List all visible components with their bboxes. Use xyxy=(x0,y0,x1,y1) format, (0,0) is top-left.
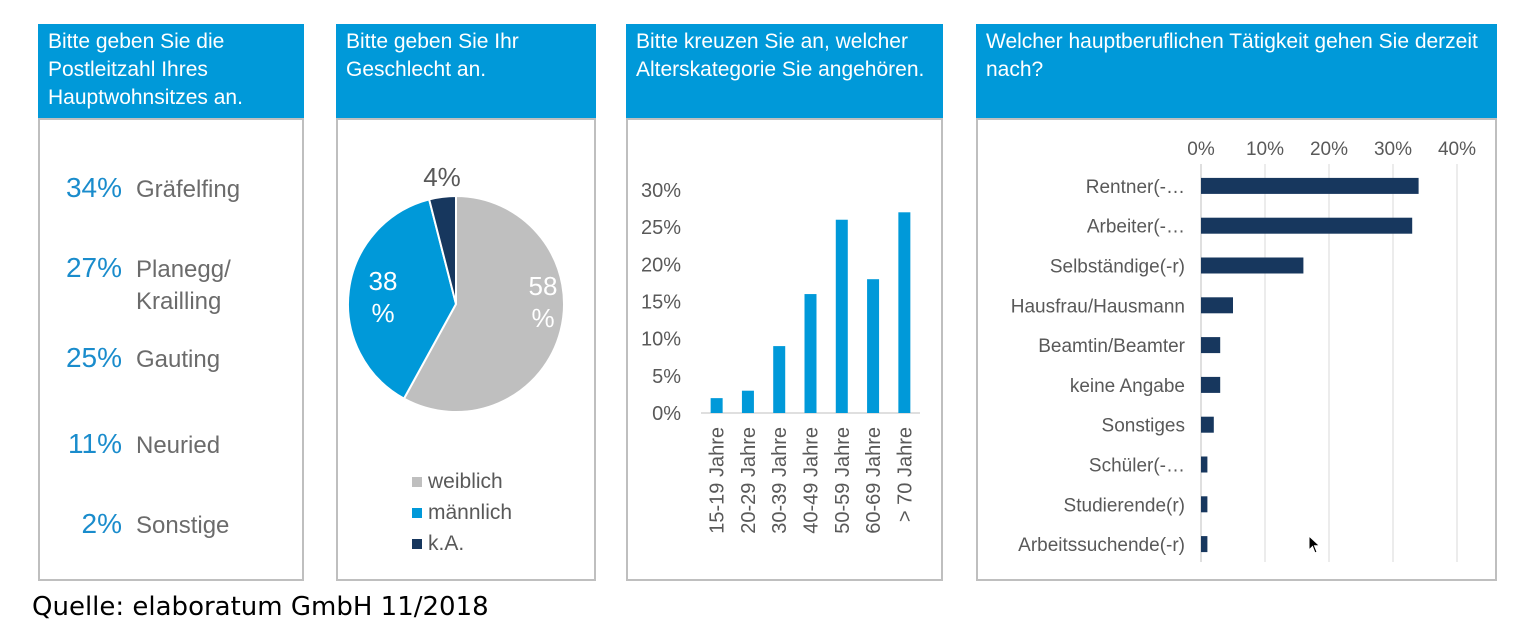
zip-item-percent: 2% xyxy=(81,508,122,539)
zip-item-percent: 11% xyxy=(68,428,122,459)
y-category-label: Hausfrau/Hausmann xyxy=(1011,296,1185,317)
x-tick-label: 30-39 Jahre xyxy=(769,427,791,534)
zip-item-name: Gräfelfing xyxy=(136,176,241,203)
y-category-label: keine Angabe xyxy=(1070,376,1185,397)
job-panel-title: Welcher hauptberuflichen Tätigkeit gehen… xyxy=(986,30,1478,81)
legend-label: k.A. xyxy=(428,532,465,555)
pie-slice xyxy=(347,198,458,401)
legend-label: weiblich xyxy=(428,470,503,493)
zip-panel-title: Bitte geben Sie die Postleitzahl Ihres H… xyxy=(48,30,243,109)
legend-item: männlich xyxy=(412,501,512,525)
legend-swatch xyxy=(412,477,422,488)
x-tick-label: > 70 Jahre xyxy=(894,427,916,522)
x-tick-label: 50-59 Jahre xyxy=(832,427,854,534)
legend-item: weiblich xyxy=(412,470,503,494)
y-tick-label: 20% xyxy=(641,254,681,276)
age-bar-chart: 0% 5% 10% 15% 20% 25% 30% 15-19 Jahre 20-29 Jahr… xyxy=(641,180,920,534)
x-tick-label: 15-19 Jahre xyxy=(707,427,729,534)
zip-item-percent: 27% xyxy=(65,252,122,283)
age-panel-title: Bitte kreuzen Sie an, welcher Alterskate… xyxy=(636,30,925,81)
age-bar xyxy=(804,294,817,413)
x-tick-label: 20% xyxy=(1310,139,1348,160)
y-category-label: Schüler(-… xyxy=(1089,456,1185,477)
age-bar xyxy=(898,212,911,413)
zip-item-name: Gauting xyxy=(136,346,221,373)
y-category-label: Arbeiter(-… xyxy=(1087,217,1185,238)
x-tick-label: 0% xyxy=(1187,139,1215,160)
y-category-label: Sonstiges xyxy=(1102,416,1185,437)
job-bar xyxy=(1201,217,1413,234)
gender-panel-title: Bitte geben Sie Ihr Geschlecht an. xyxy=(346,30,519,81)
legend-swatch xyxy=(412,539,422,550)
zip-item-name: Planegg/ Krailling xyxy=(136,256,231,315)
y-category-label: Rentner(-… xyxy=(1086,177,1185,198)
job-bar xyxy=(1201,376,1221,393)
age-bar xyxy=(773,346,786,413)
age-panel-header: Bitte kreuzen Sie an, welcher Alterskate… xyxy=(626,24,943,118)
x-tick-label: 20-29 Jahre xyxy=(738,427,760,534)
job-panel-header: Welcher hauptberuflichen Tätigkeit gehen… xyxy=(976,24,1497,118)
y-tick-label: 5% xyxy=(652,366,681,388)
job-bar xyxy=(1201,177,1419,194)
y-tick-label: 10% xyxy=(641,329,681,351)
pie-slice xyxy=(427,194,457,305)
job-bar xyxy=(1201,416,1214,433)
x-tick-label: 30% xyxy=(1374,139,1412,160)
x-tick-label: 40% xyxy=(1438,139,1476,160)
job-bar xyxy=(1201,496,1208,513)
job-bar xyxy=(1201,536,1208,553)
x-tick-label: 40-49 Jahre xyxy=(801,427,823,534)
x-tick-label: 10% xyxy=(1246,139,1284,160)
job-panel xyxy=(976,118,1497,581)
pie-data-label: 58% xyxy=(529,271,558,333)
y-category-label: Studierende(r) xyxy=(1064,495,1185,516)
y-tick-label: 25% xyxy=(641,217,681,239)
zip-item-percent: 25% xyxy=(65,342,122,373)
legend-swatch xyxy=(412,508,422,519)
job-bar-chart: 0% 10% 20% 30% 40% Rentner(-… Arbeiter(-… Selbs… xyxy=(1011,139,1476,562)
job-bar xyxy=(1201,297,1233,314)
zip-item-percent: 34% xyxy=(65,172,122,203)
y-category-label: Beamtin/Beamter xyxy=(1038,336,1185,357)
zip-item-name: Neuried xyxy=(136,432,221,459)
pie-data-label: 4% xyxy=(423,162,461,192)
job-bar xyxy=(1201,456,1208,473)
age-bar xyxy=(710,398,723,413)
job-bar xyxy=(1201,257,1304,274)
legend-label: männlich xyxy=(428,501,513,524)
zip-panel-header: Bitte geben Sie die Postleitzahl Ihres H… xyxy=(38,24,304,118)
y-category-label: Arbeitssuchende(-r) xyxy=(1018,535,1185,556)
y-tick-label: 15% xyxy=(641,292,681,314)
x-tick-label: 60-69 Jahre xyxy=(863,427,885,534)
zip-panel xyxy=(38,118,304,581)
legend-item: k.A. xyxy=(412,532,464,556)
gender-panel-header: Bitte geben Sie Ihr Geschlecht an. xyxy=(336,24,596,118)
job-bar xyxy=(1201,337,1221,354)
y-tick-label: 0% xyxy=(652,403,681,425)
age-bar xyxy=(835,219,848,413)
y-category-label: Selbständige(-r) xyxy=(1050,257,1185,278)
gender-pie-chart: 58 % 38 % 4% xyxy=(347,162,565,413)
age-bar xyxy=(741,390,754,413)
mouse-cursor-icon xyxy=(1308,535,1321,554)
age-panel xyxy=(626,118,943,581)
pie-slice xyxy=(402,194,565,413)
source-note: Quelle: elaboratum GmbH 11/2018 xyxy=(32,592,489,622)
zip-item-name: Sonstige xyxy=(136,512,230,539)
age-bar xyxy=(867,279,880,413)
pie-data-label: 38% xyxy=(369,266,398,328)
y-tick-label: 30% xyxy=(641,180,681,202)
